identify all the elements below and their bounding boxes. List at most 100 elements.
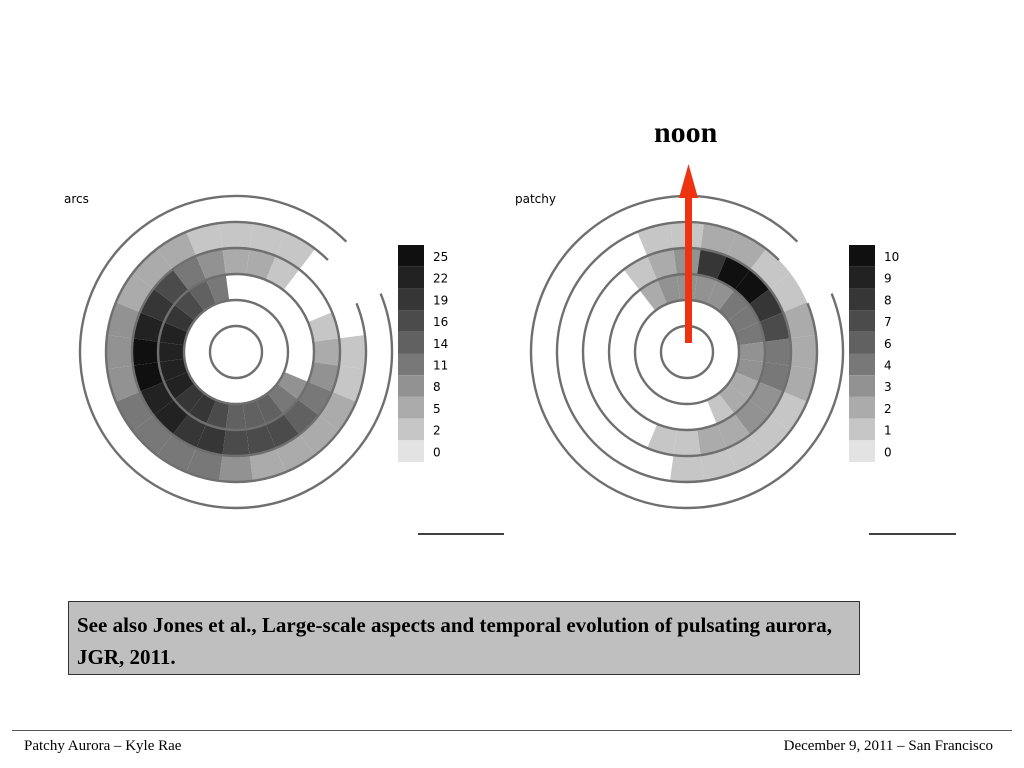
heatmap-cell: [759, 362, 791, 392]
dial-ring: [156, 272, 316, 432]
heatmap-cell: [706, 279, 735, 311]
dial-ring: [529, 194, 845, 510]
colorbar-swatch: [849, 288, 875, 311]
reference-note: See also Jones et al., Large-scale aspec…: [68, 601, 860, 675]
heatmap-cell: [647, 248, 677, 280]
heatmap-cell: [783, 302, 816, 339]
heatmap-cell: [735, 322, 765, 346]
heatmap-cell: [639, 279, 668, 311]
colorbar-tick-label: 11: [433, 359, 448, 373]
heatmap-cell: [673, 429, 701, 457]
colorbar-swatch: [849, 353, 875, 376]
heatmap-cell: [158, 341, 185, 363]
heatmap-cell: [222, 248, 250, 275]
colorbar-swatch: [398, 353, 424, 376]
colorbar-swatch: [398, 266, 424, 289]
heatmap-cell: [206, 400, 230, 430]
heatmap-cell: [647, 424, 677, 456]
heatmap-cell: [706, 393, 735, 425]
colorbar-tick-label: 0: [884, 445, 892, 459]
heatmap-cell: [750, 248, 791, 289]
colorbar-swatch: [398, 440, 424, 462]
dial-ring: [555, 220, 819, 484]
noon-arrow: [679, 164, 698, 343]
heatmap-cell: [783, 365, 816, 402]
heatmap-cell: [637, 223, 674, 256]
heatmap-cell: [132, 415, 173, 456]
colorbar-swatch: [398, 375, 424, 397]
heatmap-cell: [107, 302, 140, 339]
colorbar-swatch: [849, 310, 875, 332]
dial-ring: [208, 324, 264, 380]
colorbar-swatch: [398, 331, 424, 354]
colorbar-swatch: [849, 331, 875, 354]
heatmap-cell: [222, 429, 250, 457]
heatmap-cell: [219, 455, 253, 482]
colorbar-swatch: [398, 310, 424, 332]
heatmap-cell: [693, 274, 717, 304]
colorbar: 25 22 19 16 14 11 8 5 2 0: [398, 245, 448, 462]
heatmap-cell: [308, 362, 340, 392]
heatmap-cell: [246, 248, 276, 280]
colorbar-tick-label: 8: [433, 380, 441, 394]
dial-ring: [104, 220, 368, 484]
footer-right-text: December 9, 2011 – San Francisco: [783, 738, 993, 754]
colorbar-swatch: [849, 266, 875, 289]
heatmap-cell: [738, 341, 765, 363]
heatmap-cell: [750, 415, 791, 456]
dial-ring: [182, 298, 290, 406]
heatmap-cell: [657, 274, 681, 304]
arrow-shaft: [685, 196, 692, 343]
heatmap-cell: [759, 312, 791, 342]
heatmap-cell: [283, 399, 319, 435]
heatmap-cell: [219, 222, 253, 249]
heatmap-cell: [697, 248, 727, 280]
heatmap-cell: [734, 269, 770, 305]
heatmap-cell: [163, 304, 195, 333]
plot-title: patchy: [515, 192, 556, 206]
heatmap-cell: [728, 371, 760, 400]
heatmap-cell: [790, 335, 818, 369]
heatmap-cell: [153, 269, 189, 305]
colorbar-swatch: [398, 245, 424, 267]
heatmap-cell: [242, 400, 266, 430]
heatmap-cell: [735, 358, 765, 382]
heatmap-cell: [249, 223, 286, 256]
heatmap-cell: [186, 448, 223, 481]
heatmap-cell: [188, 279, 217, 311]
heatmap-cell: [107, 365, 140, 402]
colorbar-tick-label: 2: [884, 402, 892, 416]
arcs-dial-plot: arcs 25 22 19 16 14 11 8 5 2 0: [64, 192, 504, 535]
heatmap-cell: [277, 371, 309, 400]
heatmap-cell: [196, 424, 226, 456]
heatmap-cell: [153, 399, 189, 435]
heatmap-cell: [163, 371, 195, 400]
heatmap-cell: [132, 312, 164, 342]
colorbar-swatch: [398, 418, 424, 441]
noon-label: noon: [654, 116, 718, 149]
heatmap-cell: [299, 415, 340, 456]
heatmap-cell: [132, 338, 159, 366]
heatmap-cell: [186, 223, 223, 256]
colorbar-tick-label: 8: [884, 293, 892, 307]
heatmap-cell: [332, 365, 365, 402]
heatmap-cell: [158, 322, 188, 346]
arrow-head: [679, 164, 698, 198]
heatmap-cell: [132, 362, 164, 392]
heatmap-cell: [249, 448, 286, 481]
heatmap-cell: [225, 403, 247, 430]
colorbar-tick-label: 6: [884, 337, 892, 351]
heatmap-cell: [670, 455, 704, 482]
colorbar-swatch: [398, 288, 424, 311]
colorbar-tick-label: 22: [433, 272, 448, 286]
colorbar-swatch: [849, 245, 875, 267]
dial-ring: [78, 194, 394, 510]
colorbar-tick-label: 14: [433, 337, 448, 351]
colorbar-swatch: [849, 375, 875, 397]
heatmap-cell: [158, 358, 188, 382]
heatmap-cell: [132, 248, 173, 289]
